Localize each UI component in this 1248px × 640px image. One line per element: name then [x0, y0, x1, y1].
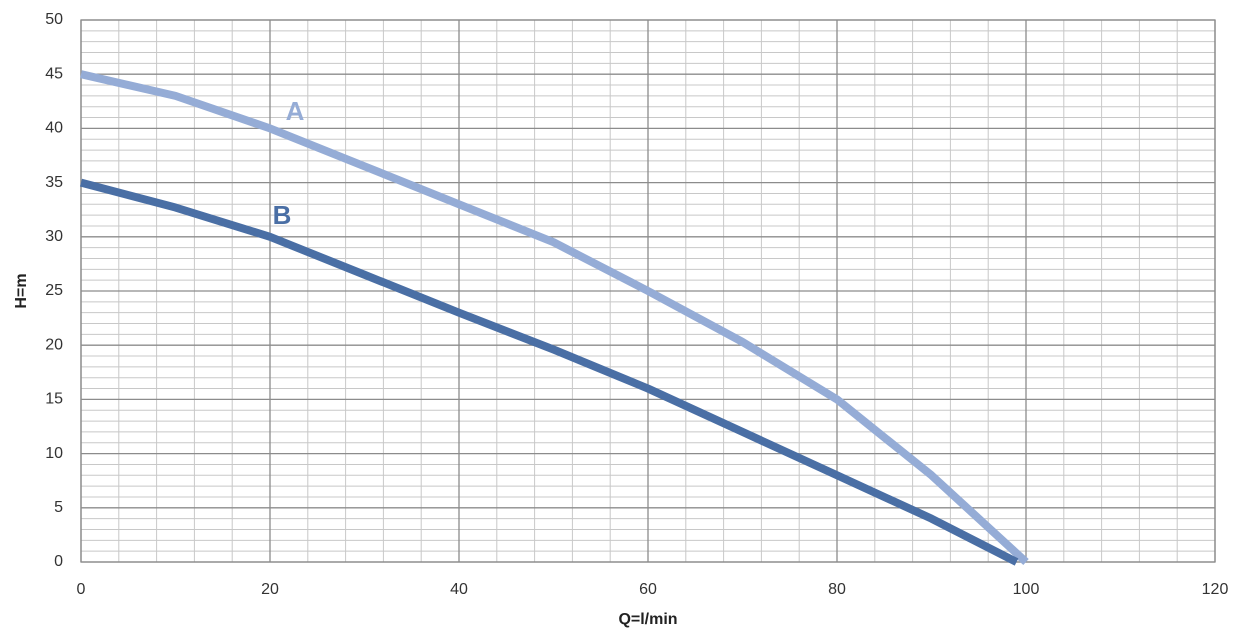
y-axis-label: H=m [13, 273, 30, 308]
x-tick-label: 40 [450, 581, 468, 598]
y-tick-label: 45 [45, 65, 63, 82]
plot-border [80, 19, 1216, 563]
y-tick-label: 50 [45, 11, 63, 28]
x-tick-label: 100 [1013, 581, 1040, 598]
line-series [79, 178, 1019, 566]
y-tick-label: 20 [45, 336, 63, 353]
x-tick-label: 60 [639, 581, 657, 598]
y-tick-label: 15 [45, 391, 63, 408]
x-tick-label: 0 [77, 581, 86, 598]
y-tick-label: 35 [45, 174, 63, 191]
x-tick-label: 120 [1202, 581, 1229, 598]
y-tick-label: 0 [54, 553, 63, 570]
y-tick-label: 25 [45, 282, 63, 299]
line-series [80, 70, 1029, 565]
series-label: A [286, 96, 305, 126]
y-tick-label: 30 [45, 228, 63, 245]
x-tick-label: 20 [261, 581, 279, 598]
x-tick-label: 80 [828, 581, 846, 598]
y-tick-label: 5 [54, 499, 63, 516]
y-tick-label: 10 [45, 445, 63, 462]
series-label: B [273, 200, 292, 230]
x-axis-label: Q=l/min [618, 611, 677, 628]
y-tick-label: 40 [45, 120, 63, 137]
